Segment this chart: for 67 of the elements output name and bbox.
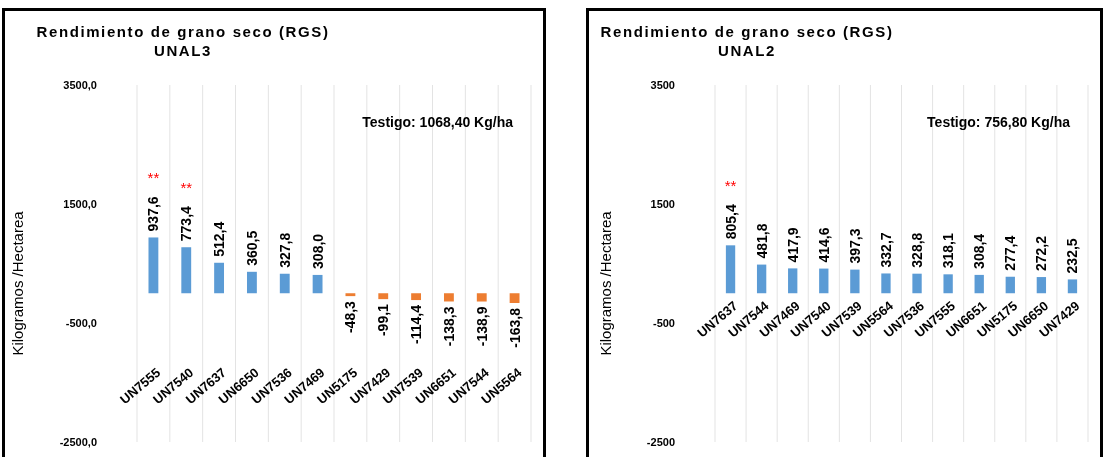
bar xyxy=(378,293,389,300)
y-axis-title: Kilogramos /Hectarea xyxy=(9,210,26,356)
data-label: -138,9 xyxy=(473,306,490,347)
data-label: -163,8 xyxy=(506,307,523,348)
y-tick-label: -2500 xyxy=(646,436,675,449)
chart-subtitle: UNAL2 xyxy=(717,42,777,59)
bar xyxy=(850,269,860,294)
bar xyxy=(943,274,953,294)
data-label: 308,0 xyxy=(309,233,326,269)
bar xyxy=(148,237,159,294)
bar xyxy=(476,293,487,302)
bar xyxy=(725,245,736,294)
bar xyxy=(411,293,422,301)
y-tick-label: -500,0 xyxy=(65,317,97,330)
y-tick-label: 3500,0 xyxy=(63,79,97,92)
y-axis-title: Kilogramos /Hectarea xyxy=(597,210,614,356)
data-label: 512,4 xyxy=(211,221,228,257)
y-tick-label: 1500 xyxy=(650,198,675,211)
data-label: 414,6 xyxy=(815,227,832,263)
data-label: 277,4 xyxy=(1002,235,1019,271)
data-label: 360,5 xyxy=(243,230,260,266)
annotation: Testigo: 1068,40 Kg/ha xyxy=(362,114,514,130)
data-label: 773,4 xyxy=(178,205,195,242)
bar xyxy=(246,271,257,294)
data-label: 937,6 xyxy=(145,196,162,232)
bar xyxy=(974,274,984,294)
data-label: -48,3 xyxy=(342,300,359,334)
y-tick-label: -2500,0 xyxy=(59,436,97,449)
data-label: 308,4 xyxy=(971,233,988,269)
chart-subtitle: UNAL3 xyxy=(153,42,213,59)
bar xyxy=(312,274,323,294)
data-label: -99,1 xyxy=(375,303,392,337)
data-label: 417,9 xyxy=(784,227,801,263)
chart-title: Rendimiento de grano seco (RGS) xyxy=(600,23,894,40)
bar xyxy=(1005,276,1015,294)
bar xyxy=(912,273,922,294)
data-label: -114,4 xyxy=(408,304,425,344)
data-label: 272,2 xyxy=(1033,235,1050,272)
bar xyxy=(788,268,798,294)
annotation: ** xyxy=(147,169,160,187)
bar xyxy=(279,273,290,294)
data-label: 328,8 xyxy=(909,232,926,268)
bar xyxy=(345,293,356,297)
bar xyxy=(819,268,829,294)
bar xyxy=(443,293,454,302)
data-label: -138,3 xyxy=(440,306,457,347)
bar xyxy=(214,262,225,294)
bar xyxy=(1067,279,1078,294)
chart-title: Rendimiento de grano seco (RGS) xyxy=(36,23,330,40)
data-label: 805,4 xyxy=(722,204,739,240)
bar xyxy=(1036,277,1047,294)
bar xyxy=(181,247,192,294)
bar xyxy=(509,293,520,303)
data-label: 397,3 xyxy=(846,228,863,264)
bar xyxy=(756,264,767,294)
bar xyxy=(881,273,891,294)
annotation: ** xyxy=(724,177,737,195)
data-label: 232,5 xyxy=(1064,238,1081,274)
data-label: 318,1 xyxy=(940,233,957,269)
y-tick-label: 1500,0 xyxy=(63,198,97,211)
data-label: 481,8 xyxy=(753,223,770,259)
annotation: ** xyxy=(180,179,193,197)
data-label: 332,7 xyxy=(877,232,894,268)
annotation: Testigo: 756,80 Kg/ha xyxy=(927,114,1071,130)
data-label: 327,8 xyxy=(276,232,293,268)
y-tick-label: -500 xyxy=(652,317,675,330)
y-tick-label: 3500 xyxy=(650,79,675,92)
